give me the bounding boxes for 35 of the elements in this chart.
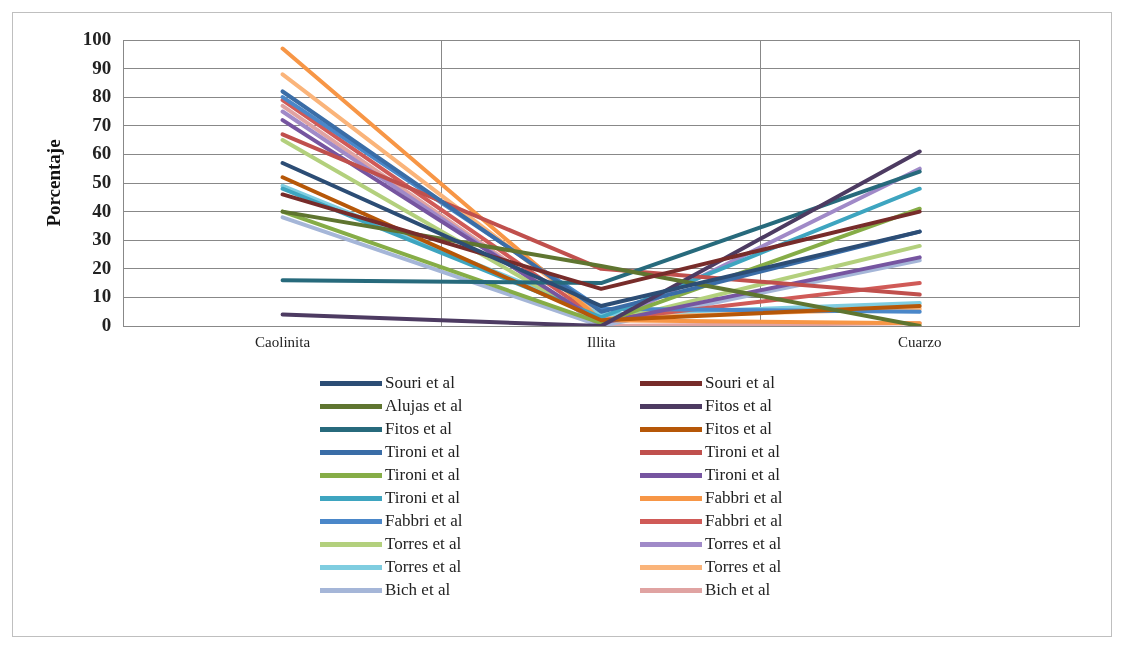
legend-label: Fitos et al (705, 419, 773, 439)
y-tick-label: 10 (92, 285, 112, 307)
y-axis-title: Porcentaje (43, 139, 65, 227)
y-tick-label: 80 (92, 85, 112, 107)
y-tick-label: 20 (92, 256, 112, 278)
legend-label: Bich et al (385, 580, 451, 600)
legend-label: Alujas et al (385, 396, 463, 416)
y-tick-label: 100 (82, 27, 112, 49)
x-tick-label: Illita (586, 333, 616, 350)
legend-label: Fitos et al (705, 396, 773, 416)
legend-label: Fitos et al (385, 419, 453, 439)
legend-label: Bich et al (705, 580, 771, 600)
legend-label: Fabbri et al (385, 511, 463, 531)
legend-label: Tironi et al (705, 465, 780, 485)
y-tick-label: 60 (92, 142, 112, 164)
legend-label: Tironi et al (385, 488, 460, 508)
x-tick-label: Cuarzo (898, 333, 942, 350)
legend-label: Souri et al (705, 373, 775, 393)
y-tick-label: 40 (92, 199, 112, 221)
x-tick-label: Caolinita (255, 333, 311, 350)
y-tick-label: 70 (92, 113, 112, 135)
y-tick-label: 90 (92, 56, 112, 78)
y-tick-label: 50 (92, 170, 112, 192)
legend-label: Souri et al (385, 373, 455, 393)
legend-label: Fabbri et al (705, 488, 783, 508)
legend-label: Torres et al (385, 534, 462, 554)
y-tick-label: 0 (101, 313, 112, 335)
legend-label: Tironi et al (705, 442, 780, 462)
y-tick-label: 30 (92, 228, 112, 250)
legend-label: Torres et al (705, 534, 782, 554)
legend-label: Tironi et al (385, 465, 460, 485)
legend-label: Torres et al (385, 557, 462, 577)
legend-label: Tironi et al (385, 442, 460, 462)
legend-label: Fabbri et al (705, 511, 783, 531)
legend-label: Torres et al (705, 557, 782, 577)
